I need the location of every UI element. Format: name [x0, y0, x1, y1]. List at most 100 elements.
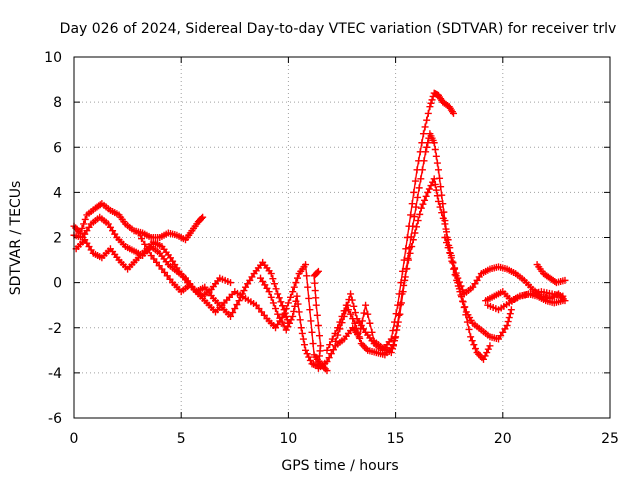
data-point-marker — [407, 211, 415, 219]
data-point-marker — [422, 192, 430, 200]
data-point-marker — [311, 279, 319, 287]
data-point-marker — [465, 325, 473, 333]
data-point-marker — [312, 294, 320, 302]
data-point-marker — [424, 109, 432, 117]
x-tick-label: 25 — [601, 431, 619, 447]
data-point-marker — [438, 191, 446, 199]
data-point-marker — [471, 345, 479, 353]
data-point-marker — [307, 317, 315, 325]
x-tick-label: 10 — [279, 431, 297, 447]
data-point-marker — [486, 342, 494, 350]
series-track-6 — [314, 175, 494, 372]
data-point-marker — [284, 323, 292, 331]
data-point-marker — [414, 193, 422, 201]
data-point-marker — [399, 288, 407, 296]
data-point-marker — [467, 333, 475, 341]
x-axis-label: GPS time / hours — [281, 458, 398, 474]
x-tick-label: 20 — [494, 431, 512, 447]
data-point-marker — [267, 293, 275, 301]
data-point-marker — [426, 103, 434, 111]
data-point-marker — [427, 182, 435, 190]
data-point-marker — [423, 143, 431, 151]
data-point-marker — [427, 99, 435, 107]
data-point-marker — [417, 175, 425, 183]
data-point-marker — [315, 332, 323, 340]
data-point-marker — [391, 334, 399, 342]
data-point-marker — [397, 299, 405, 307]
data-point-marker — [481, 352, 489, 360]
data-point-marker — [314, 267, 322, 275]
data-point-marker — [449, 109, 457, 117]
data-point-marker — [424, 188, 432, 196]
data-point-marker — [272, 285, 280, 293]
data-point-marker — [468, 337, 476, 345]
data-point-marker — [80, 220, 88, 228]
data-point-marker — [416, 148, 424, 156]
data-point-marker — [399, 267, 407, 275]
data-point-marker — [441, 217, 449, 225]
data-point-marker — [459, 298, 467, 306]
data-point-marker — [410, 188, 418, 196]
data-point-marker — [454, 274, 462, 282]
series-layer — [70, 89, 569, 375]
data-point-marker — [334, 331, 342, 339]
y-tick-label: 8 — [53, 95, 62, 111]
data-point-marker — [293, 292, 301, 300]
data-point-marker — [289, 288, 297, 296]
data-point-marker — [199, 213, 207, 221]
data-point-marker — [455, 278, 463, 286]
data-point-marker — [323, 346, 331, 354]
data-point-marker — [289, 312, 297, 320]
y-axis-label: SDTVAR / TECUs — [8, 181, 24, 296]
data-point-marker — [561, 276, 569, 284]
data-point-marker — [387, 335, 395, 343]
data-point-marker — [463, 318, 471, 326]
data-point-marker — [198, 214, 206, 222]
data-point-marker — [403, 234, 411, 241]
data-point-marker — [138, 235, 146, 243]
data-point-marker — [227, 279, 235, 287]
data-point-marker — [440, 208, 448, 216]
data-point-marker — [362, 301, 370, 309]
data-point-marker — [408, 200, 416, 208]
data-point-marker — [308, 328, 316, 336]
data-point-marker — [356, 334, 364, 342]
data-point-marker — [507, 306, 515, 314]
data-point-marker — [397, 279, 405, 287]
data-point-marker — [400, 256, 408, 264]
data-point-marker — [338, 319, 346, 327]
data-point-marker — [323, 358, 331, 366]
data-point-marker — [265, 288, 273, 296]
data-point-marker — [439, 200, 447, 208]
data-point-marker — [423, 116, 431, 124]
data-point-marker — [284, 299, 292, 307]
data-point-marker — [272, 305, 280, 313]
y-tick-label: 2 — [53, 231, 62, 247]
x-tick-label: 5 — [177, 431, 186, 447]
data-point-marker — [352, 324, 360, 332]
data-point-marker — [267, 270, 275, 278]
data-point-marker — [417, 204, 425, 212]
data-point-marker — [297, 324, 305, 332]
data-point-marker — [452, 269, 460, 277]
data-point-marker — [299, 335, 307, 343]
data-point-marker — [389, 327, 397, 335]
data-point-marker — [306, 306, 314, 314]
data-point-marker — [332, 337, 340, 345]
data-point-marker — [347, 290, 355, 298]
data-point-marker — [405, 222, 413, 230]
data-point-marker — [402, 245, 410, 253]
data-point-marker — [484, 345, 492, 353]
data-point-marker — [559, 292, 567, 300]
data-point-marker — [235, 297, 243, 305]
data-point-marker — [424, 139, 432, 147]
y-tick-label: 10 — [44, 50, 62, 66]
data-point-marker — [447, 254, 455, 262]
data-point-marker — [327, 350, 335, 358]
data-point-marker — [444, 244, 452, 252]
data-point-marker — [141, 240, 149, 248]
data-point-marker — [421, 123, 429, 131]
data-point-marker — [441, 234, 449, 241]
data-point-marker — [231, 305, 239, 313]
